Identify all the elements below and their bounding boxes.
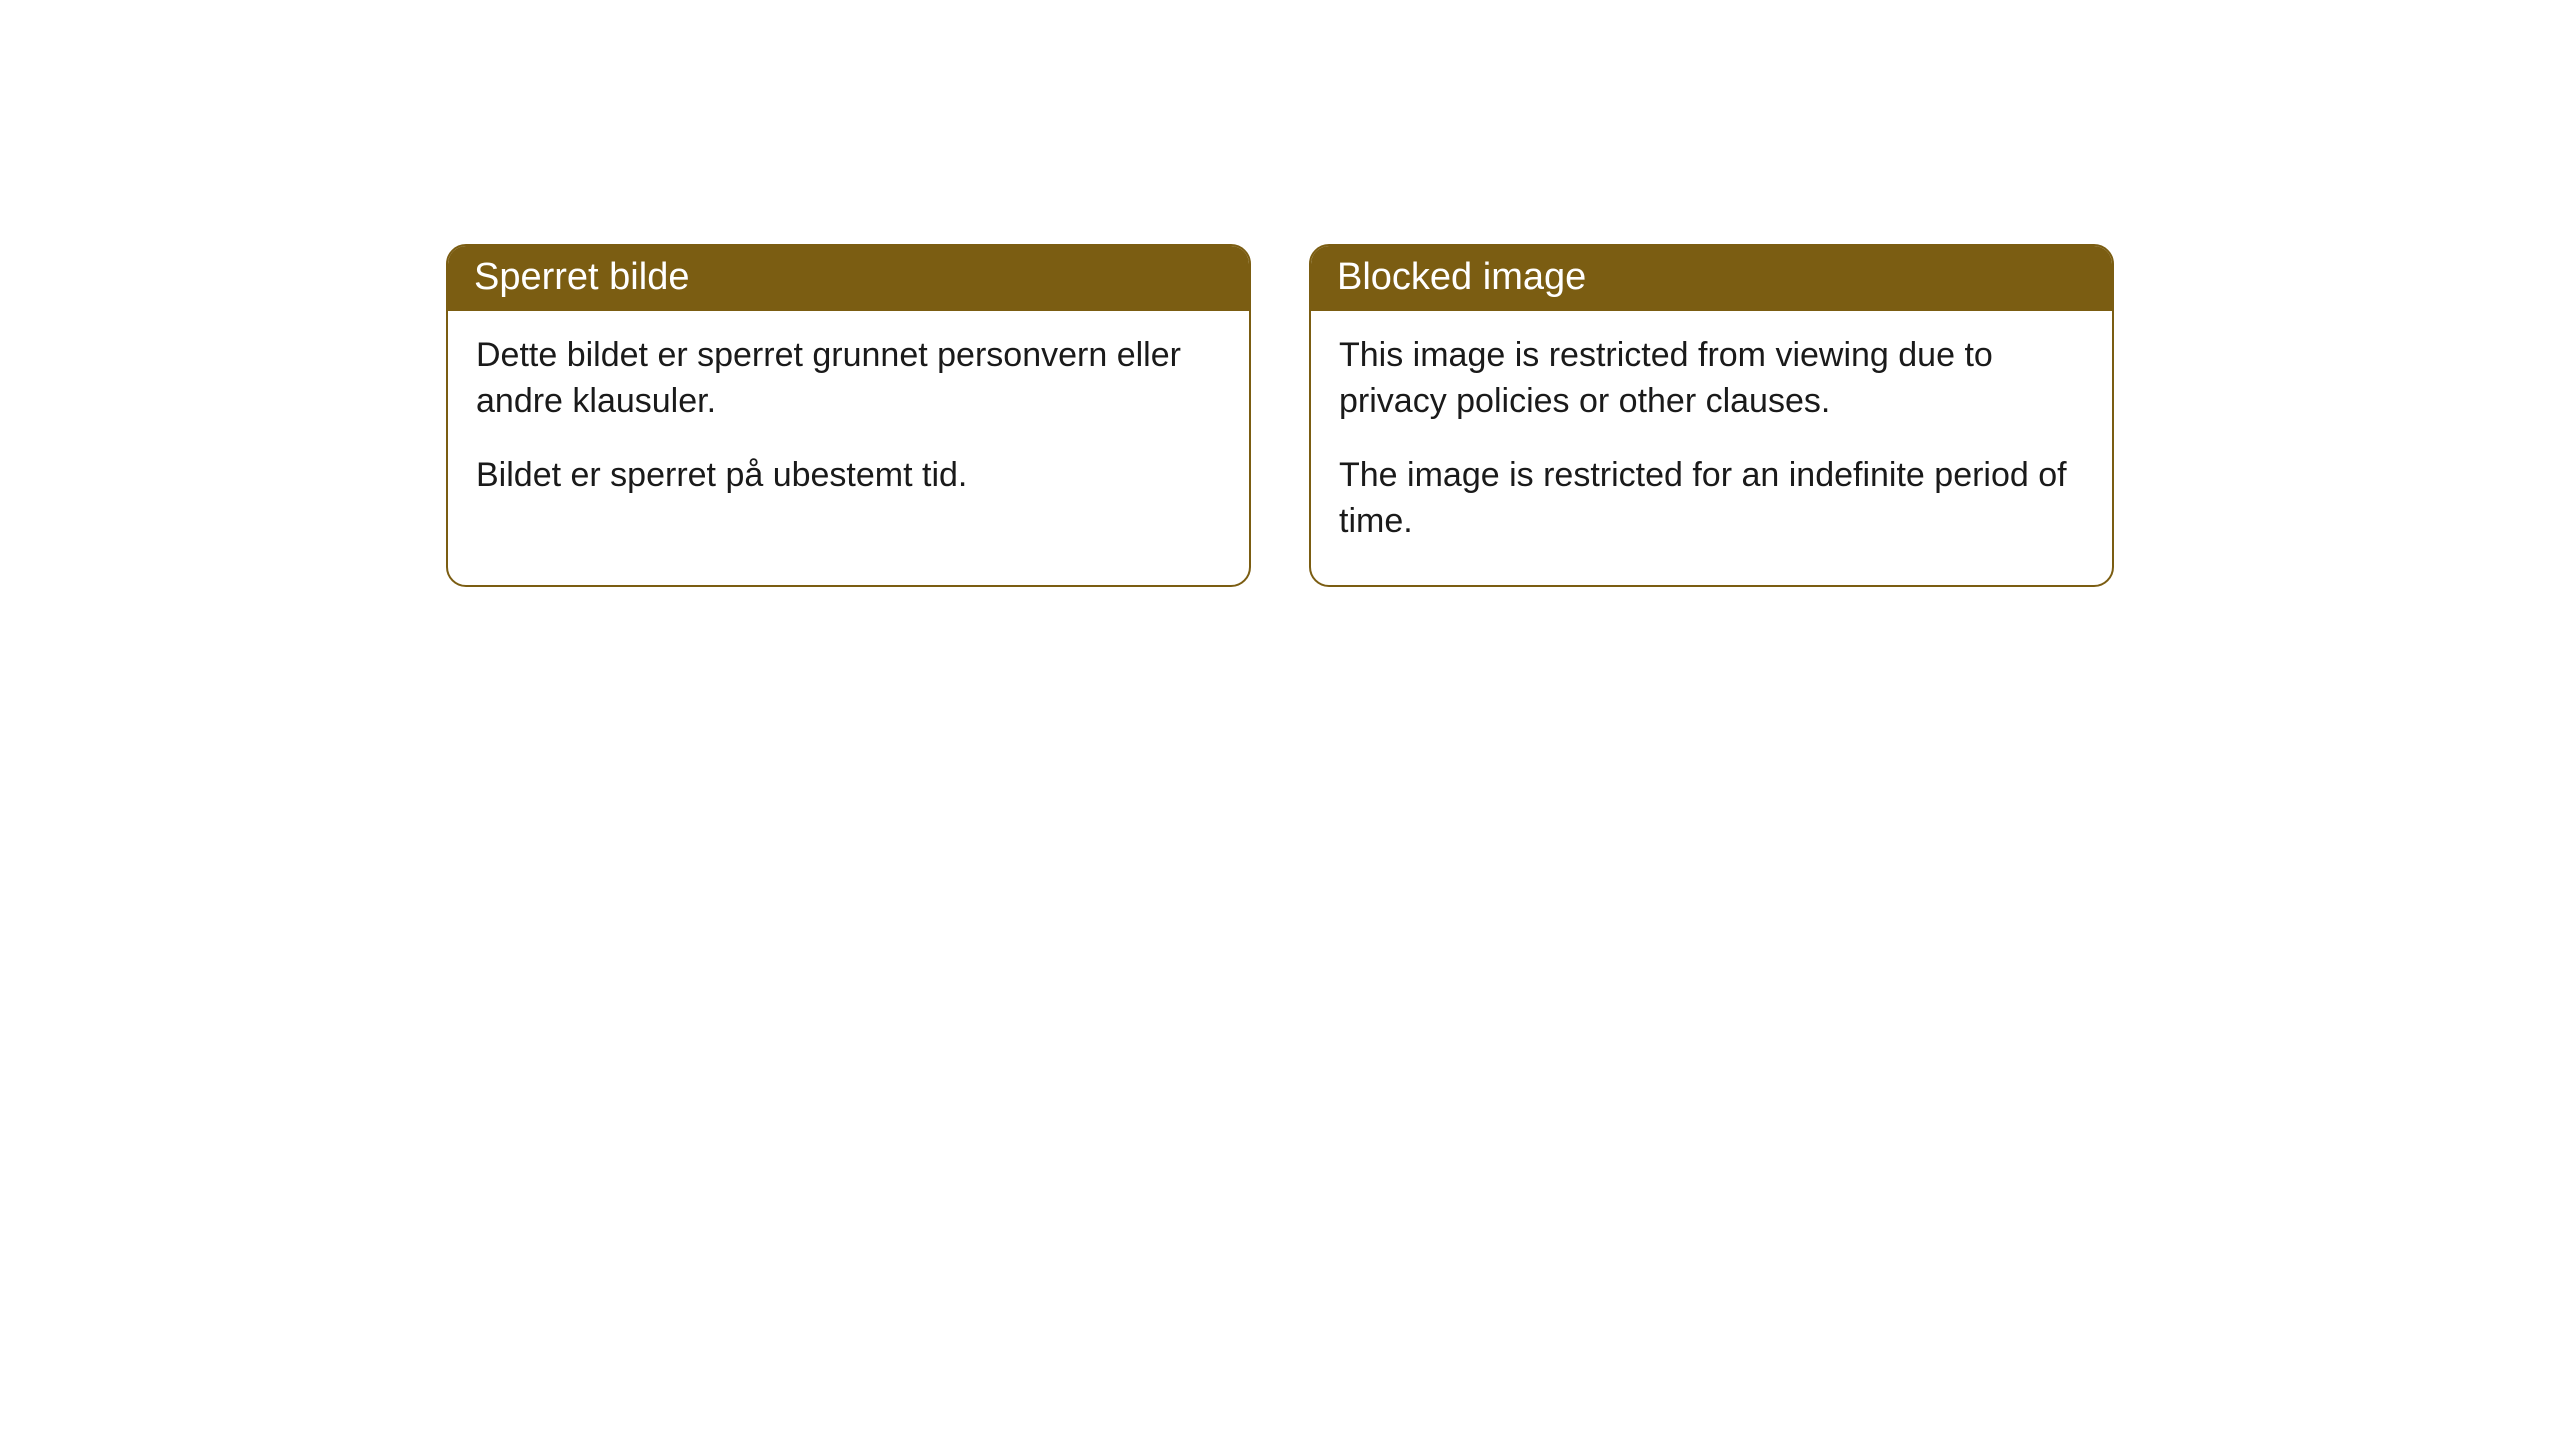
notice-card-norwegian: Sperret bilde Dette bildet er sperret gr… (446, 244, 1251, 587)
notice-card-english: Blocked image This image is restricted f… (1309, 244, 2114, 587)
card-body-norwegian: Dette bildet er sperret grunnet personve… (448, 311, 1249, 539)
card-header-english: Blocked image (1311, 246, 2112, 311)
card-paragraph: Bildet er sperret på ubestemt tid. (476, 453, 1221, 499)
notice-cards-container: Sperret bilde Dette bildet er sperret gr… (446, 244, 2114, 587)
card-paragraph: Dette bildet er sperret grunnet personve… (476, 333, 1221, 425)
card-title: Sperret bilde (474, 256, 689, 298)
card-header-norwegian: Sperret bilde (448, 246, 1249, 311)
card-body-english: This image is restricted from viewing du… (1311, 311, 2112, 585)
card-paragraph: The image is restricted for an indefinit… (1339, 453, 2084, 545)
card-title: Blocked image (1337, 256, 1586, 298)
card-paragraph: This image is restricted from viewing du… (1339, 333, 2084, 425)
